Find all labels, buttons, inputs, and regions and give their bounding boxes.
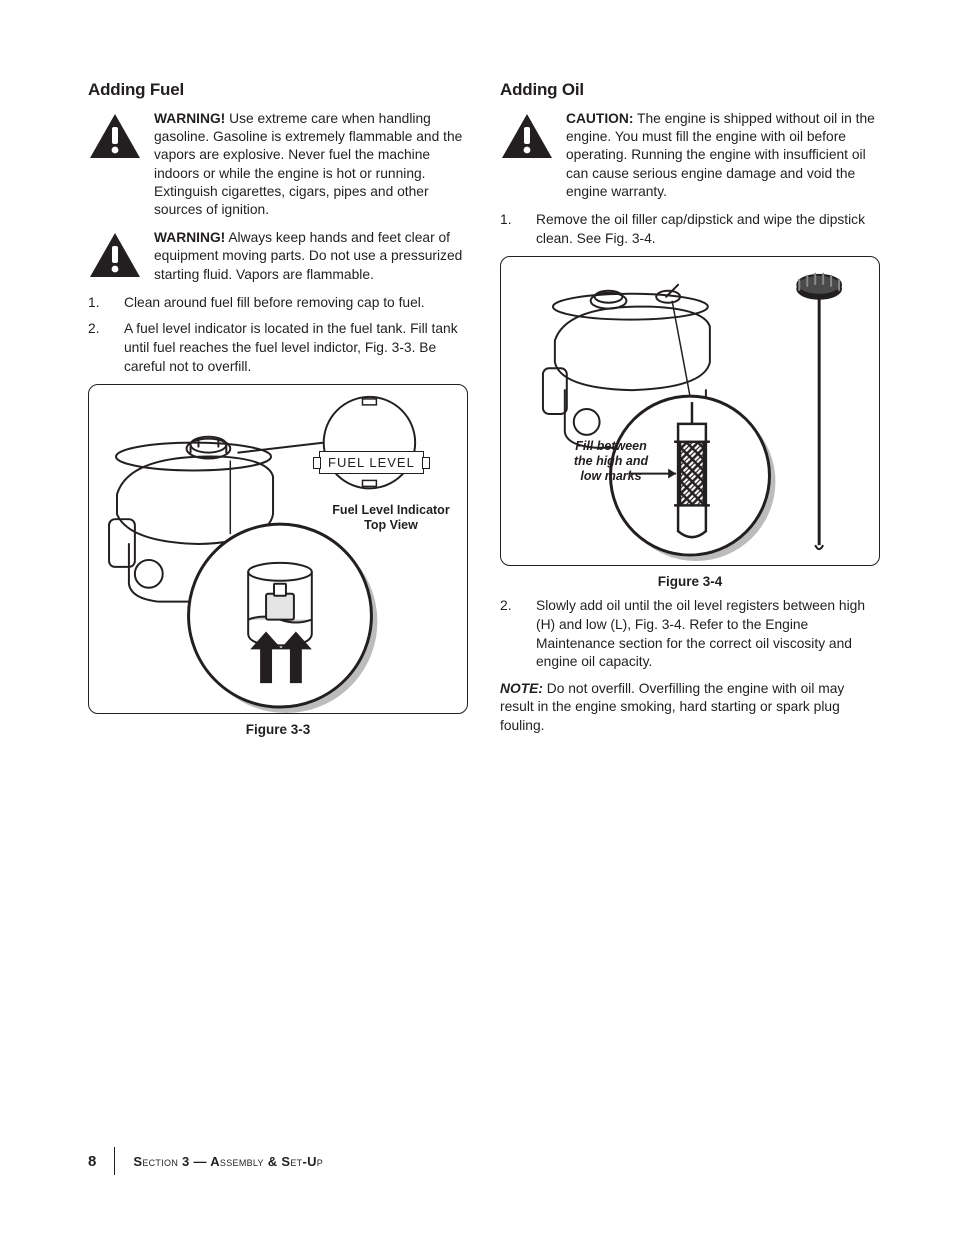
- warning-1-text: WARNING! Use extreme care when handling …: [154, 110, 468, 219]
- oil-steps-list-1: Remove the oil filler cap/dipstick and w…: [500, 211, 880, 248]
- oil-steps-list-2: Slowly add oil until the oil level regis…: [500, 597, 880, 672]
- heading-adding-fuel: Adding Fuel: [88, 80, 468, 100]
- warning-block-2: WARNING! Always keep hands and feet clea…: [88, 229, 468, 284]
- figure-3-4-box: Fill between the high and low marks: [500, 256, 880, 566]
- warning-icon: [88, 110, 142, 219]
- note-lead: NOTE:: [500, 681, 543, 696]
- caution-text: CAUTION: The engine is shipped without o…: [566, 110, 880, 201]
- note-body: Do not overfill. Overfilling the engine …: [500, 681, 844, 733]
- warning-2-text: WARNING! Always keep hands and feet clea…: [154, 229, 468, 284]
- engine-oil-illustration: [501, 257, 879, 565]
- fuel-steps-list: Clean around fuel fill before removing c…: [88, 294, 468, 377]
- fuel-level-tag: FUEL LEVEL: [319, 451, 424, 474]
- caution-lead: CAUTION:: [566, 111, 633, 126]
- warning-block-1: WARNING! Use extreme care when handling …: [88, 110, 468, 219]
- figure-3-3-caption: Figure 3-3: [88, 722, 468, 737]
- warning-1-lead: WARNING!: [154, 111, 225, 126]
- fuel-step-2: A fuel level indicator is located in the…: [88, 320, 468, 376]
- note-paragraph: NOTE: Do not overfill. Overfilling the e…: [500, 680, 880, 736]
- engine-fuel-illustration: [89, 385, 467, 713]
- page-footer: 8 Section 3 — Assembly & Set-Up: [88, 1147, 323, 1175]
- fuel-step-1: Clean around fuel fill before removing c…: [88, 294, 468, 313]
- left-column: Adding Fuel WARNING! Use extreme care wh…: [88, 80, 468, 745]
- figure-3-4-caption: Figure 3-4: [500, 574, 880, 589]
- warning-2-lead: WARNING!: [154, 230, 225, 245]
- oil-step-1: Remove the oil filler cap/dipstick and w…: [500, 211, 880, 248]
- footer-divider: [114, 1147, 115, 1175]
- figure-3-3-box: FUEL LEVEL Fuel Level Indicator Top View: [88, 384, 468, 714]
- caution-icon: [500, 110, 554, 201]
- page-number: 8: [88, 1153, 96, 1170]
- footer-section-label: Section 3 — Assembly & Set-Up: [133, 1154, 323, 1169]
- right-column: Adding Oil CAUTION: The engine is shippe…: [500, 80, 880, 745]
- two-column-layout: Adding Fuel WARNING! Use extreme care wh…: [88, 80, 880, 745]
- warning-icon: [88, 229, 142, 284]
- fuel-level-indicator-label: Fuel Level Indicator Top View: [321, 503, 461, 533]
- fill-between-marks-label: Fill between the high and low marks: [573, 439, 649, 484]
- oil-step-2: Slowly add oil until the oil level regis…: [500, 597, 880, 672]
- heading-adding-oil: Adding Oil: [500, 80, 880, 100]
- warning-1-body: Use extreme care when handling gasoline.…: [154, 111, 462, 217]
- caution-block: CAUTION: The engine is shipped without o…: [500, 110, 880, 201]
